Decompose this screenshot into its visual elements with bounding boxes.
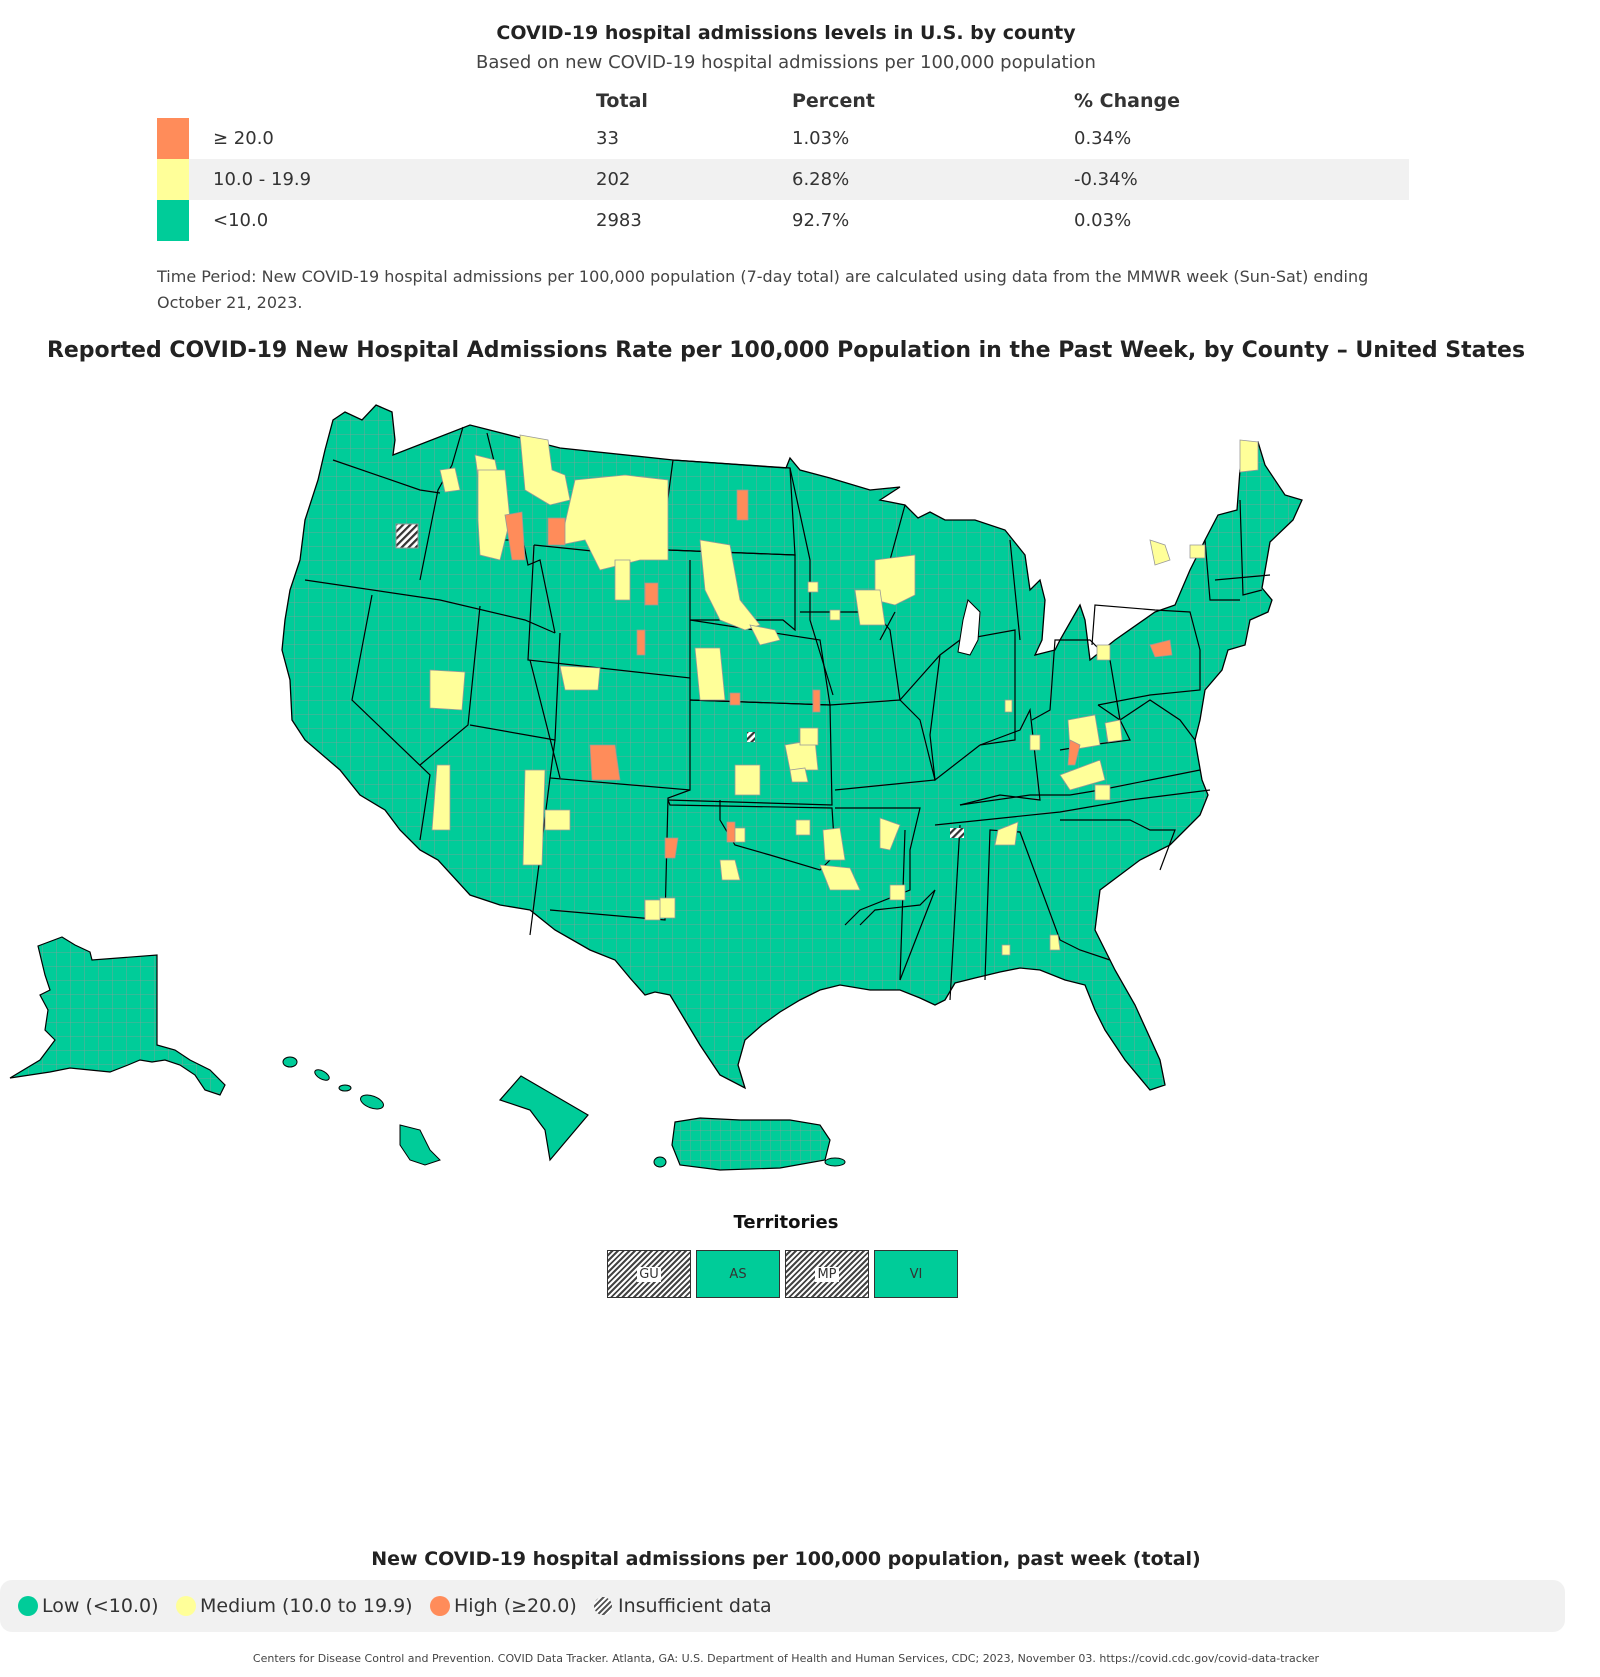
medium-dot-icon: [176, 1596, 196, 1616]
legend-label: Insufficient data: [618, 1595, 772, 1617]
hawaii[interactable]: [282, 1056, 441, 1166]
territory-code: AS: [729, 1266, 747, 1282]
table-row-medium: 10.0 - 19.9 202 6.28% -0.34%: [157, 159, 1409, 200]
summary-subtitle: Based on new COVID-19 hospital admission…: [476, 52, 1096, 73]
total-value: 202: [596, 169, 631, 190]
change-value: 0.34%: [1074, 128, 1132, 149]
percent-value: 92.7%: [792, 210, 850, 231]
color-swatch-medium: [157, 159, 189, 200]
percent-value: 6.28%: [792, 169, 850, 190]
territories-title: Territories: [733, 1212, 839, 1233]
dc-inset[interactable]: [498, 1075, 589, 1162]
territory-code: MP: [815, 1266, 839, 1282]
table-row-low: <10.0 2983 92.7% 0.03%: [157, 200, 1409, 241]
insufficient-county: [747, 732, 755, 742]
territory-code: GU: [637, 1266, 661, 1282]
alaska[interactable]: [9, 936, 226, 1096]
change-value: -0.34%: [1074, 169, 1138, 190]
level-label: <10.0: [213, 210, 269, 231]
insufficient-county: [395, 523, 419, 549]
hatch-pattern-icon: [594, 1597, 612, 1615]
table-row-high: ≥ 20.0 33 1.03% 0.34%: [157, 118, 1409, 159]
total-value: 2983: [596, 210, 642, 231]
legend-title: New COVID-19 hospital admissions per 100…: [371, 1548, 1201, 1570]
color-swatch-low: [157, 200, 189, 241]
citation-footer: Centers for Disease Control and Preventi…: [252, 1652, 1320, 1665]
column-header-percent: Percent: [792, 90, 875, 112]
percent-value: 1.03%: [792, 128, 850, 149]
great-lakes: [957, 599, 981, 656]
legend-item-high[interactable]: High (≥20.0): [430, 1595, 577, 1617]
column-header-change: % Change: [1074, 90, 1180, 112]
time-period-note: Time Period: New COVID-19 hospital admis…: [157, 267, 1369, 312]
map-title: Reported COVID-19 New Hospital Admission…: [46, 338, 1526, 363]
column-header-total: Total: [596, 90, 648, 112]
puerto-rico[interactable]: [671, 1117, 831, 1171]
legend-item-medium[interactable]: Medium (10.0 to 19.9): [176, 1595, 413, 1617]
us-county-map[interactable]: [0, 380, 1600, 1180]
legend-label: Medium (10.0 to 19.9): [200, 1595, 413, 1617]
high-counties: [504, 489, 1173, 859]
state-borders: [304, 426, 1271, 1001]
level-label: ≥ 20.0: [213, 128, 274, 149]
legend-label: High (≥20.0): [454, 1595, 577, 1617]
legend: Low (<10.0) Medium (10.0 to 19.9) High (…: [0, 1580, 1565, 1632]
low-dot-icon: [18, 1596, 38, 1616]
puerto-rico-island: [824, 1157, 846, 1167]
legend-item-insufficient[interactable]: Insufficient data: [594, 1595, 772, 1617]
puerto-rico-island: [653, 1156, 667, 1168]
color-swatch-high: [157, 118, 189, 159]
legend-item-low[interactable]: Low (<10.0): [18, 1595, 159, 1617]
territory-as[interactable]: AS: [696, 1250, 780, 1298]
total-value: 33: [596, 128, 619, 149]
insufficient-county: [950, 828, 964, 838]
territory-code: VI: [909, 1266, 923, 1282]
legend-label: Low (<10.0): [42, 1595, 159, 1617]
territory-gu[interactable]: GU: [607, 1250, 691, 1298]
territory-vi[interactable]: VI: [874, 1250, 958, 1298]
summary-title: COVID-19 hospital admissions levels in U…: [496, 22, 1076, 44]
change-value: 0.03%: [1074, 210, 1132, 231]
medium-counties: [429, 434, 1259, 956]
territory-mp[interactable]: MP: [785, 1250, 869, 1298]
level-label: 10.0 - 19.9: [213, 169, 312, 190]
high-dot-icon: [430, 1596, 450, 1616]
